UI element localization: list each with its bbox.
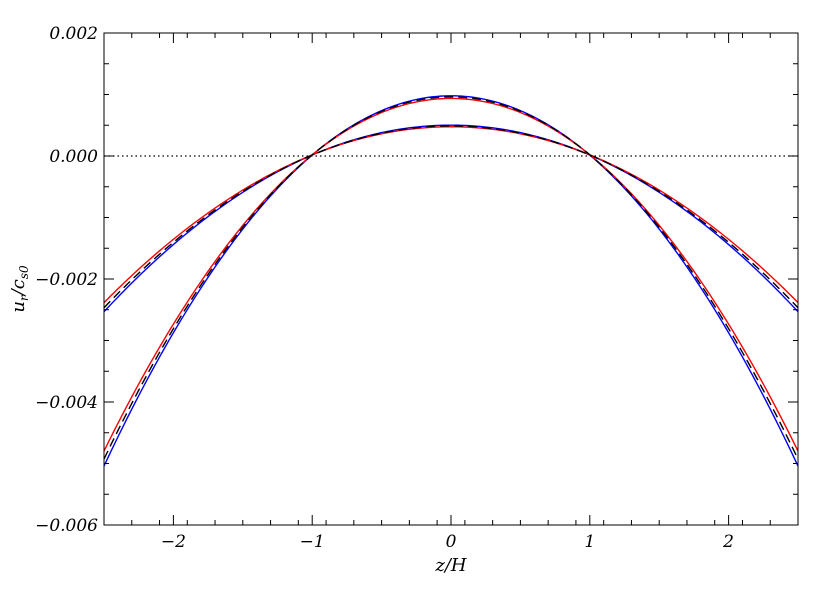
y-tick-label: 0.000: [49, 147, 98, 167]
y-axis-title-main-sub: r: [17, 294, 31, 301]
x-tick-labels: −2 −1 0 1 2: [161, 532, 734, 552]
y-tick-labels: 0.002 0.000 −0.002 −0.004 −0.006: [35, 24, 98, 536]
series-a-blue-curve: [104, 124, 798, 313]
series-a-dashed-curve: [104, 125, 798, 309]
y-tick-label: −0.002: [35, 270, 98, 290]
series-b-dashed-curve: [104, 96, 798, 460]
y-axis-title-main: u: [8, 301, 29, 313]
x-axis-title: z/H: [434, 555, 467, 576]
axis-ticks: [103, 32, 799, 526]
x-tick-label: 1: [584, 532, 595, 552]
data-curves: [104, 95, 798, 467]
x-tick-label: −1: [300, 532, 325, 552]
series-a-red-curve: [104, 126, 798, 304]
y-axis-title: ur/cs0: [8, 265, 31, 313]
y-tick-label: 0.002: [49, 24, 98, 44]
series-b-red-curve: [104, 97, 798, 452]
y-axis-title-den: c: [8, 279, 29, 289]
y-tick-label: −0.006: [35, 516, 98, 536]
x-tick-label: 2: [722, 532, 734, 552]
series-b-blue-curve: [104, 95, 798, 467]
y-axis-title-slash: /: [8, 287, 29, 297]
x-tick-label: −2: [161, 532, 186, 552]
y-axis-title-den-sub: s0: [17, 265, 31, 279]
x-tick-label: 0: [446, 532, 457, 552]
plot-frame: [103, 32, 799, 526]
y-tick-label: −0.004: [35, 393, 98, 413]
